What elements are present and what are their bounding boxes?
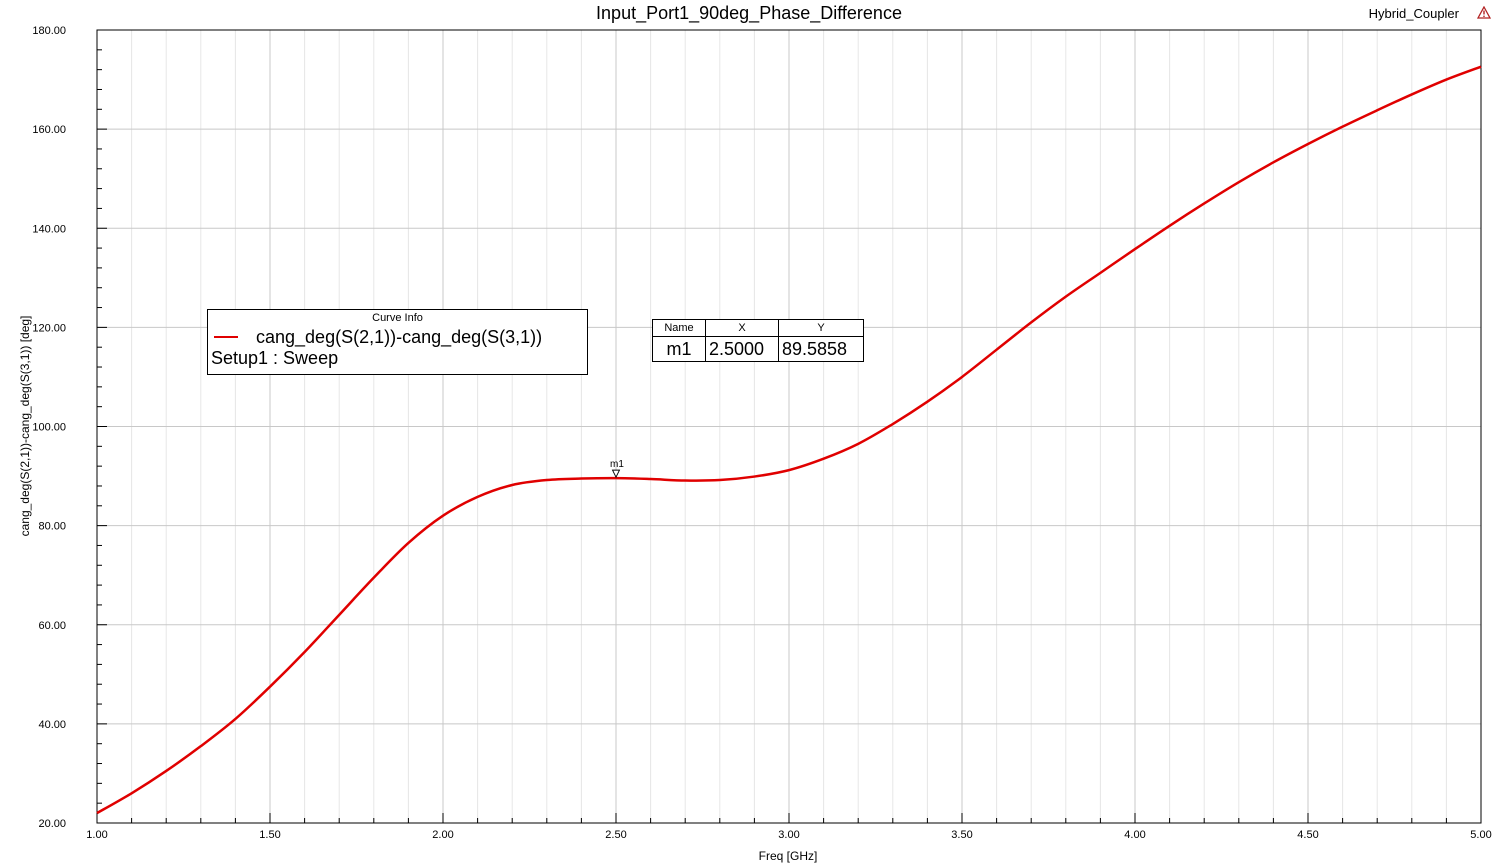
warning-icon[interactable]	[1477, 6, 1491, 19]
y-tick-label: 20.00	[38, 818, 66, 830]
y-tick-label: 140.00	[32, 223, 66, 235]
y-tick-label: 40.00	[38, 719, 66, 731]
y-tick-label: 80.00	[38, 521, 66, 533]
x-tick-label: 4.00	[1124, 829, 1145, 841]
legend-expression: cang_deg(S(2,1))-cang_deg(S(3,1))	[256, 326, 543, 347]
plot-frame	[96, 29, 1482, 824]
x-tick-label: 3.50	[951, 829, 972, 841]
marker-col-y: Y	[778, 319, 864, 337]
marker-col-name: Name	[652, 319, 706, 337]
legend-swatch	[214, 336, 238, 338]
curve-info-legend[interactable]: Curve Info cang_deg(S(2,1))-cang_deg(S(3…	[207, 309, 588, 375]
y-tick-label: 120.00	[32, 322, 66, 334]
series-line	[96, 65, 1482, 815]
marker-col-x: X	[705, 319, 779, 337]
x-tick-label: 1.00	[86, 829, 107, 841]
chart-title: Input_Port1_90deg_Phase_Difference	[596, 3, 902, 23]
x-tick-label: 4.50	[1297, 829, 1318, 841]
marker-name-cell: m1	[652, 336, 706, 362]
x-axis-label: Freq [GHz]	[758, 849, 818, 863]
y-axis-label: cang_deg(S(2,1))-cang_deg(S(3,1)) [deg]	[18, 315, 32, 537]
x-tick-label: 1.50	[259, 829, 280, 841]
y-tick-label: 100.00	[32, 422, 66, 434]
project-name: Hybrid_Coupler	[1368, 6, 1459, 21]
x-tick-label: 2.00	[432, 829, 453, 841]
y-tick-label: 160.00	[32, 124, 66, 136]
curve-info-heading: Curve Info	[372, 312, 423, 324]
y-tick-label: 60.00	[38, 620, 66, 632]
marker-table[interactable]: Name X Y m1 2.5000 89.5858	[652, 319, 864, 362]
marker-x-cell: 2.5000	[705, 336, 779, 362]
x-tick-label: 3.00	[778, 829, 799, 841]
marker-y-cell: 89.5858	[778, 336, 864, 362]
y-tick-label: 180.00	[32, 25, 66, 37]
marker-label: m1	[610, 459, 624, 470]
legend-setup: Setup1 : Sweep	[211, 348, 339, 368]
x-tick-label: 5.00	[1470, 829, 1491, 841]
x-tick-label: 2.50	[605, 829, 626, 841]
marker-triangle	[611, 469, 621, 479]
